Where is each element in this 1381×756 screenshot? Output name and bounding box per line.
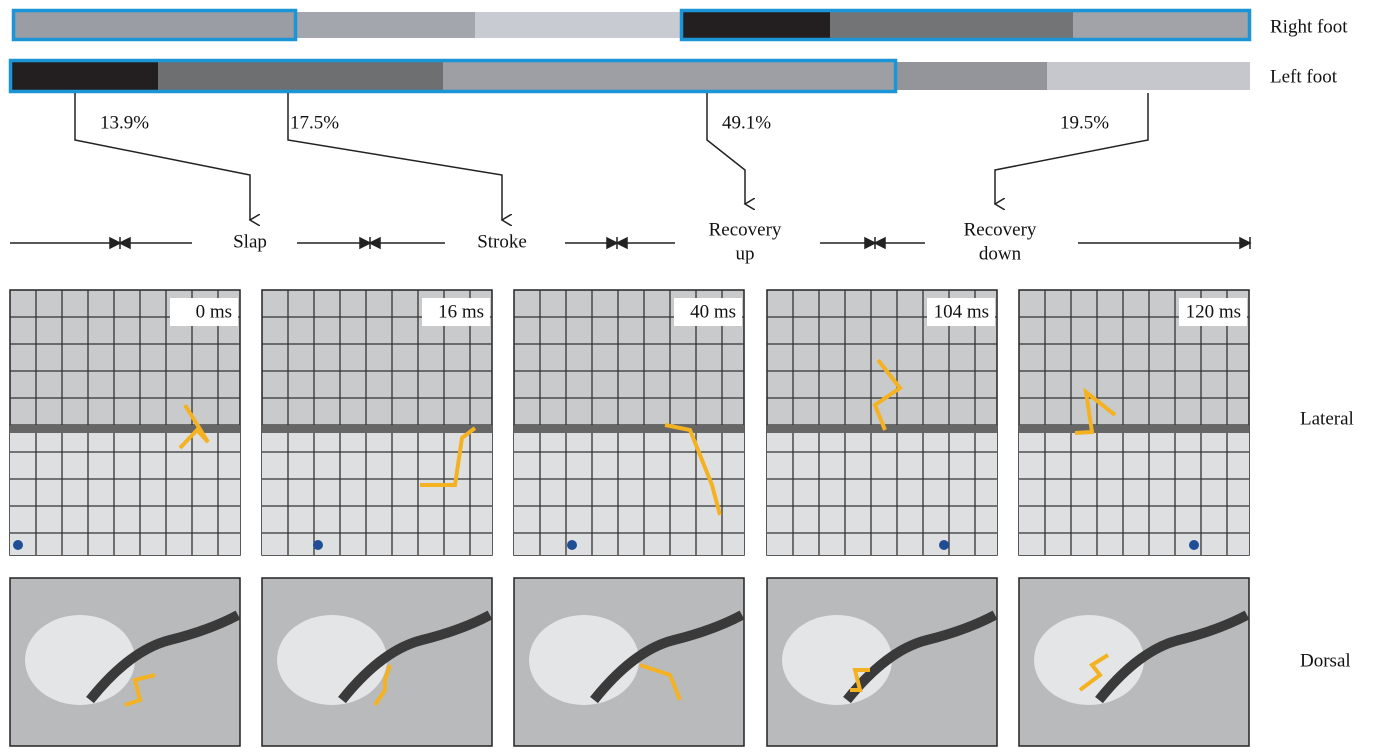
foot-label: Right foot (1270, 16, 1348, 37)
frame-time: 40 ms (690, 301, 736, 322)
marker-dot (13, 540, 23, 550)
water (1019, 430, 1249, 555)
marker-dot (567, 540, 577, 550)
waterline (10, 425, 240, 433)
view-label: Dorsal (1300, 650, 1351, 671)
phase-timeline (10, 237, 1250, 249)
percentage: 49.1% (722, 112, 771, 133)
marker-dot (313, 540, 323, 550)
marker-dot (939, 540, 949, 550)
waterline (1019, 425, 1249, 433)
waterline (514, 425, 744, 433)
water (767, 430, 997, 555)
marker-dot (1189, 540, 1199, 550)
frame-time: 104 ms (934, 301, 989, 322)
phase-label: Slap (233, 231, 267, 252)
connectors (75, 93, 1148, 220)
water (262, 430, 492, 555)
splash (782, 615, 892, 705)
phase-label: up (736, 243, 755, 264)
phase-label: down (979, 243, 1022, 264)
right-foot-bar (12, 11, 1250, 40)
splash (277, 615, 387, 705)
splash (1034, 615, 1144, 705)
view-label: Lateral (1300, 408, 1354, 429)
phase-label: Stroke (477, 231, 527, 252)
frame-time: 120 ms (1186, 301, 1241, 322)
left-foot-bar (11, 61, 1251, 92)
water (514, 430, 744, 555)
foot-label: Left foot (1270, 66, 1338, 87)
splash (529, 615, 639, 705)
phase-label: Recovery (964, 219, 1037, 240)
percentage: 19.5% (1060, 112, 1109, 133)
frame-time: 16 ms (438, 301, 484, 322)
figure: Right foot Left foot 13.9% 17.5% 49.1% 1… (0, 0, 1381, 751)
percentage: 17.5% (290, 112, 339, 133)
water (10, 430, 240, 555)
waterline (262, 425, 492, 433)
frame-time: 0 ms (196, 301, 232, 322)
splash (25, 615, 135, 705)
percentage: 13.9% (100, 112, 149, 133)
phase-label: Recovery (709, 219, 782, 240)
